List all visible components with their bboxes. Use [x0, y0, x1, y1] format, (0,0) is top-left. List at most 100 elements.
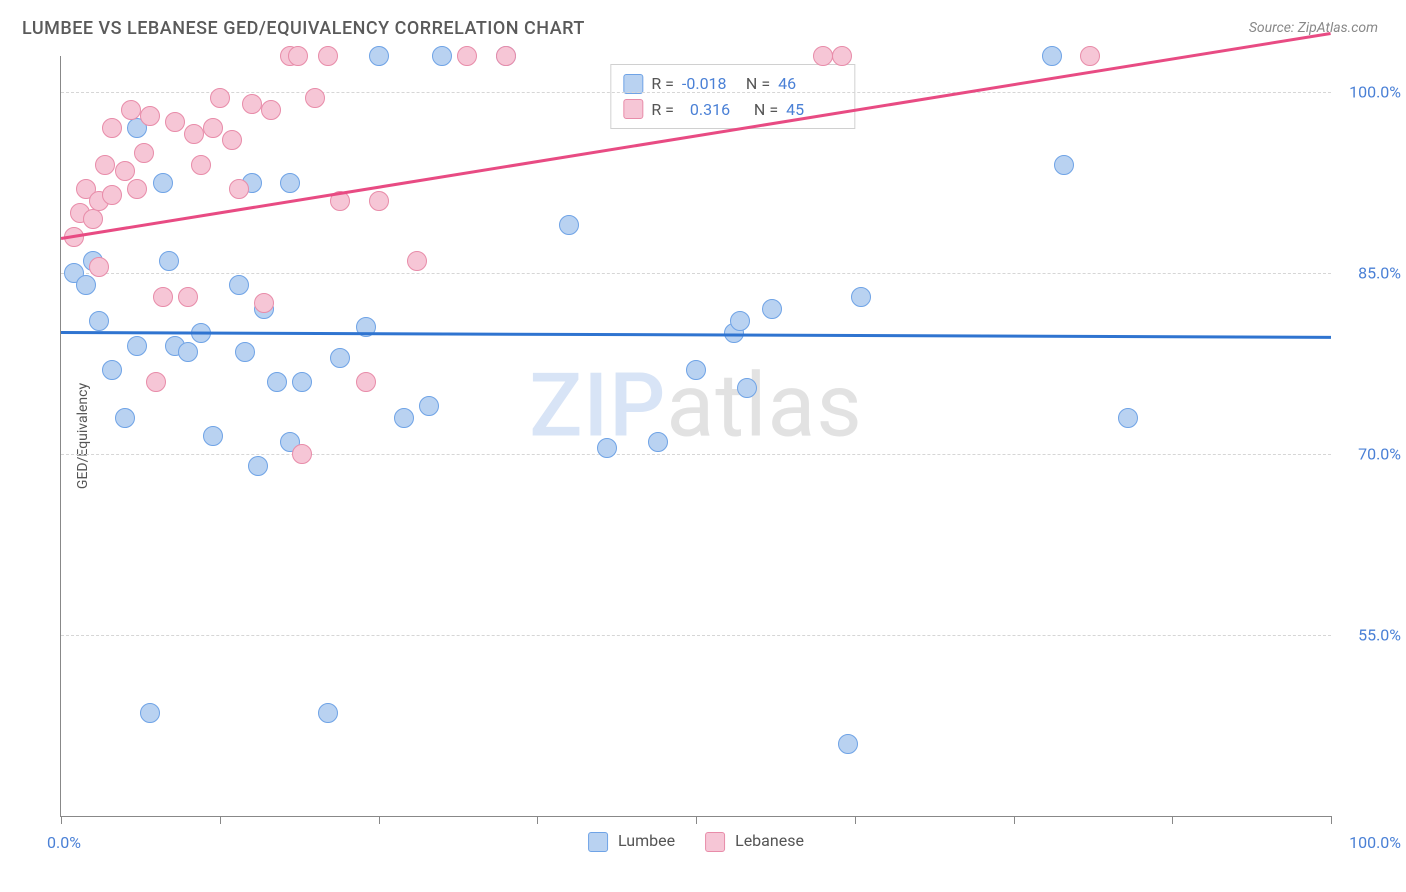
- trend-line: [61, 32, 1331, 240]
- scatter-point: [318, 46, 338, 66]
- y-tick-label: 85.0%: [1341, 264, 1401, 283]
- trend-line: [61, 331, 1331, 338]
- scatter-point: [229, 275, 249, 295]
- scatter-point: [203, 118, 223, 138]
- scatter-point: [432, 46, 452, 66]
- scatter-point: [242, 94, 262, 114]
- x-axis-min-label: 0.0%: [47, 833, 81, 852]
- scatter-point: [140, 106, 160, 126]
- r-label: R =: [651, 97, 674, 123]
- legend-item-lumbee: Lumbee: [588, 831, 675, 852]
- scatter-point: [229, 179, 249, 199]
- scatter-point: [832, 46, 852, 66]
- lebanese-swatch-icon: [623, 99, 643, 119]
- correlation-legend: R = -0.018 N = 46 R = 0.316 N = 45: [610, 64, 855, 129]
- x-tick: [1014, 816, 1015, 824]
- x-tick: [1172, 816, 1173, 824]
- scatter-point: [267, 372, 287, 392]
- scatter-point: [730, 311, 750, 331]
- scatter-point: [127, 179, 147, 199]
- scatter-point: [248, 456, 268, 476]
- scatter-point: [203, 426, 223, 446]
- scatter-point: [261, 100, 281, 120]
- scatter-point: [369, 46, 389, 66]
- scatter-point: [115, 408, 135, 428]
- gridline: [61, 273, 1331, 274]
- scatter-point: [318, 703, 338, 723]
- scatter-point: [280, 173, 300, 193]
- scatter-point: [235, 342, 255, 362]
- scatter-point: [121, 100, 141, 120]
- lumbee-swatch-icon: [623, 74, 643, 94]
- scatter-point: [292, 372, 312, 392]
- scatter-point: [76, 275, 96, 295]
- scatter-point: [254, 293, 274, 313]
- scatter-point: [153, 287, 173, 307]
- scatter-point: [330, 348, 350, 368]
- scatter-point: [102, 360, 122, 380]
- scatter-point: [165, 112, 185, 132]
- scatter-point: [140, 703, 160, 723]
- scatter-point: [115, 161, 135, 181]
- scatter-point: [762, 299, 782, 319]
- scatter-point: [407, 251, 427, 271]
- lebanese-swatch-icon: [705, 832, 725, 852]
- scatter-point: [419, 396, 439, 416]
- x-tick: [61, 816, 62, 824]
- gridline: [61, 454, 1331, 455]
- scatter-point: [89, 311, 109, 331]
- chart-title: LUMBEE VS LEBANESE GED/EQUIVALENCY CORRE…: [22, 18, 585, 39]
- scatter-point: [292, 444, 312, 464]
- scatter-point: [648, 432, 668, 452]
- scatter-point: [89, 257, 109, 277]
- scatter-point: [1080, 46, 1100, 66]
- scatter-point: [813, 46, 833, 66]
- scatter-point: [1054, 155, 1074, 175]
- scatter-point: [146, 372, 166, 392]
- x-tick: [537, 816, 538, 824]
- scatter-point: [356, 372, 376, 392]
- scatter-point: [288, 46, 308, 66]
- scatter-point: [222, 130, 242, 150]
- scatter-point: [305, 88, 325, 108]
- scatter-point: [369, 191, 389, 211]
- y-tick-label: 55.0%: [1341, 626, 1401, 645]
- x-tick: [1331, 816, 1332, 824]
- scatter-point: [1042, 46, 1062, 66]
- scatter-point: [838, 734, 858, 754]
- scatter-point: [210, 88, 230, 108]
- scatter-point: [686, 360, 706, 380]
- gridline: [61, 635, 1331, 636]
- lumbee-label: Lumbee: [618, 831, 675, 850]
- scatter-point: [597, 438, 617, 458]
- y-tick-label: 100.0%: [1341, 83, 1401, 102]
- scatter-point: [496, 46, 516, 66]
- scatter-point: [134, 143, 154, 163]
- scatter-point: [851, 287, 871, 307]
- x-tick: [220, 816, 221, 824]
- y-axis-label: GED/Equivalency: [75, 383, 91, 489]
- x-axis-max-label: 100.0%: [1349, 833, 1401, 852]
- scatter-point: [153, 173, 173, 193]
- scatter-point: [457, 46, 477, 66]
- scatter-point: [83, 209, 103, 229]
- gridline: [61, 92, 1331, 93]
- scatter-point: [191, 155, 211, 175]
- scatter-point: [127, 336, 147, 356]
- scatter-point: [159, 251, 179, 271]
- x-tick: [696, 816, 697, 824]
- scatter-point: [737, 378, 757, 398]
- series-legend: Lumbee Lebanese: [588, 831, 804, 852]
- plot-area: ZIPatlas GED/Equivalency R = -0.018 N = …: [60, 56, 1331, 817]
- scatter-point: [102, 185, 122, 205]
- scatter-point: [1118, 408, 1138, 428]
- scatter-point: [178, 287, 198, 307]
- y-tick-label: 70.0%: [1341, 445, 1401, 464]
- scatter-point: [178, 342, 198, 362]
- scatter-point: [102, 118, 122, 138]
- scatter-point: [184, 124, 204, 144]
- x-tick: [855, 816, 856, 824]
- scatter-point: [394, 408, 414, 428]
- legend-item-lebanese: Lebanese: [705, 831, 804, 852]
- lebanese-r-value: 0.316: [682, 97, 746, 123]
